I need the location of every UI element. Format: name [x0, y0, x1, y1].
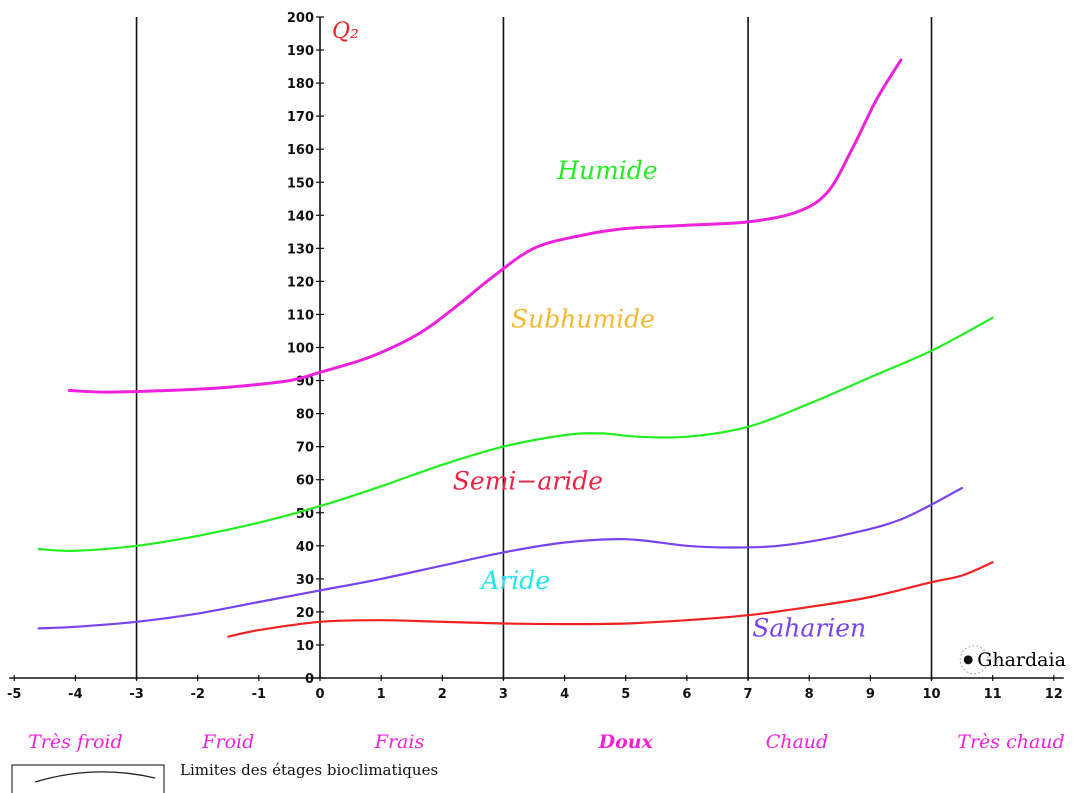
climate-label-froid: Froid [201, 731, 254, 753]
zone-label-saharien: Saharien [752, 614, 866, 643]
y-tick-label: 20 [296, 606, 314, 621]
x-tick-label: 11 [984, 687, 1002, 702]
zone-label-semi-aride: Semi−aride [453, 467, 603, 496]
y-tick-label: 160 [287, 143, 314, 158]
x-tick-label: 0 [315, 687, 324, 702]
x-tick-label: 8 [805, 687, 814, 702]
legend-sample-line [34, 771, 156, 783]
y-tick-label: 50 [296, 507, 314, 522]
station-label: Ghardaia [977, 649, 1066, 671]
legend-label: Limites des étages bioclimatiques [180, 761, 438, 779]
x-tick-label: -5 [7, 687, 21, 702]
station-halo [959, 645, 989, 675]
x-tick-label: -4 [68, 687, 82, 702]
y-tick-label: 120 [287, 275, 314, 290]
x-tick-label: 3 [499, 687, 508, 702]
zone-label-aride: Aride [479, 566, 550, 595]
y-tick-label: 70 [296, 441, 314, 456]
y-tick-label: 190 [287, 44, 314, 59]
x-tick-label: -2 [190, 687, 204, 702]
y-tick-label: 150 [287, 176, 314, 191]
climate-boundaries [135, 17, 933, 680]
boundary-curve-4 [227, 561, 994, 638]
y-tick-label: 40 [296, 540, 314, 555]
boundary-curve-2 [37, 316, 994, 552]
x-tick-label: 9 [866, 687, 875, 702]
climate-label-doux: Doux [598, 731, 654, 753]
legend: Limites des étages bioclimatiques [11, 761, 438, 793]
y-tick-label: 10 [296, 639, 314, 654]
y-tick-label: 100 [287, 342, 314, 357]
climate-label-frais: Frais [374, 731, 425, 753]
y-tick-label: 140 [287, 209, 314, 224]
x-tick-label: 12 [1045, 687, 1063, 702]
y-axis-label: Q₂ [332, 19, 359, 44]
x-tick-label: 5 [621, 687, 630, 702]
y-tick-label: 0 [305, 672, 314, 687]
x-tick-label: 6 [682, 687, 691, 702]
station-point [963, 655, 973, 665]
y-tick-label: 130 [287, 242, 314, 257]
x-tick-label: 1 [377, 687, 386, 702]
x-tick-label: -1 [252, 687, 266, 702]
boundary-curve-3 [37, 486, 964, 630]
station-marker: Ghardaia [959, 645, 1066, 675]
climate-label-tr-s-froid: Très froid [28, 731, 123, 753]
y-tick-label: 170 [287, 110, 314, 125]
boundary-curves [37, 58, 994, 638]
y-tick-label: 60 [296, 474, 314, 489]
x-tick-label: 7 [744, 687, 753, 702]
y-tick-label: 80 [296, 408, 314, 423]
x-tick-labels: -5 -4 -3 -2 -1 0 1 2 3 4 5 6 7 8 9 10 11 12 [7, 675, 1063, 702]
y-tick-label: 110 [287, 308, 314, 323]
climate-label-tr-s-chaud: Très chaud [957, 731, 1064, 753]
y-tick-labels: 0102030405060708090100110120130140150160… [287, 11, 324, 687]
x-tick-label: 10 [922, 687, 940, 702]
x-tick-label: 4 [560, 687, 569, 702]
climate-label-chaud: Chaud [766, 731, 829, 753]
y-tick-label: 180 [287, 77, 314, 92]
x-tick-label: -3 [129, 687, 143, 702]
y-tick-label: 200 [287, 11, 314, 26]
climate-labels: Très froid Froid Frais Doux Chaud Très chaud [28, 731, 1065, 753]
zone-labels: Humide Subhumide Semi−aride Aride Saharien [453, 156, 866, 643]
boundary-curve-1 [67, 58, 903, 394]
zone-label-subhumide: Subhumide [511, 305, 655, 334]
y-tick-label: 30 [296, 573, 314, 588]
x-tick-label: 2 [438, 687, 447, 702]
legend-box [11, 764, 165, 793]
zone-label-humide: Humide [556, 156, 657, 185]
